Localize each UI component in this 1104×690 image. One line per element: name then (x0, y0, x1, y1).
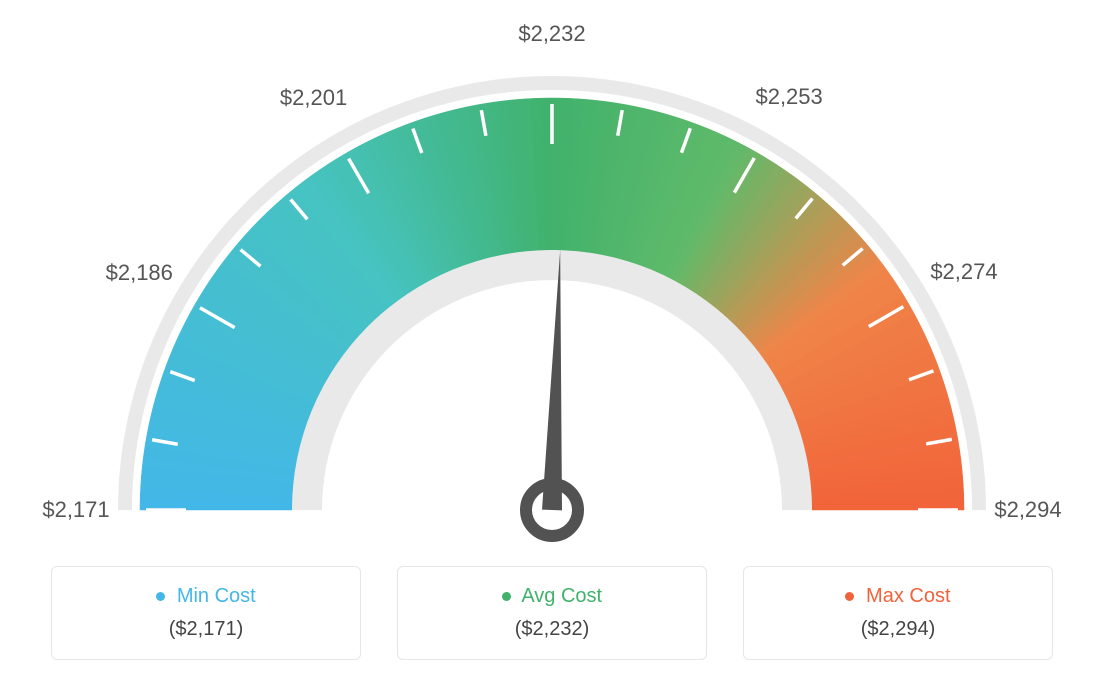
legend-label: Min Cost (177, 585, 256, 607)
gauge-container: $2,171 $2,186 $2,201 $2,232 $2,253 $2,274 $2,2… (0, 0, 1104, 540)
gauge-tick-label: $2,232 (518, 21, 585, 47)
dot-icon (845, 592, 854, 601)
legend-card-avg: Avg Cost ($2,232) (397, 566, 707, 660)
gauge-tick-label: $2,294 (994, 497, 1061, 523)
legend-title-avg: Avg Cost (412, 585, 692, 608)
gauge-tick-label: $2,274 (930, 259, 997, 285)
legend-title-max: Max Cost (758, 585, 1038, 608)
legend-label: Max Cost (866, 585, 950, 607)
gauge-tick-label: $2,201 (280, 85, 347, 111)
legend-value-avg: ($2,232) (412, 618, 692, 641)
legend-value-min: ($2,171) (66, 618, 346, 641)
legend-card-min: Min Cost ($2,171) (51, 566, 361, 660)
dot-icon (502, 592, 511, 601)
legend-card-max: Max Cost ($2,294) (743, 566, 1053, 660)
legend-title-min: Min Cost (66, 585, 346, 608)
gauge-tick-label: $2,186 (106, 260, 173, 286)
legend-label: Avg Cost (521, 585, 602, 607)
legend-row: Min Cost ($2,171) Avg Cost ($2,232) Max … (0, 566, 1104, 660)
legend-value-max: ($2,294) (758, 618, 1038, 641)
gauge-tick-label: $2,253 (755, 84, 822, 110)
gauge-tick-label: $2,171 (42, 497, 109, 523)
dot-icon (156, 592, 165, 601)
